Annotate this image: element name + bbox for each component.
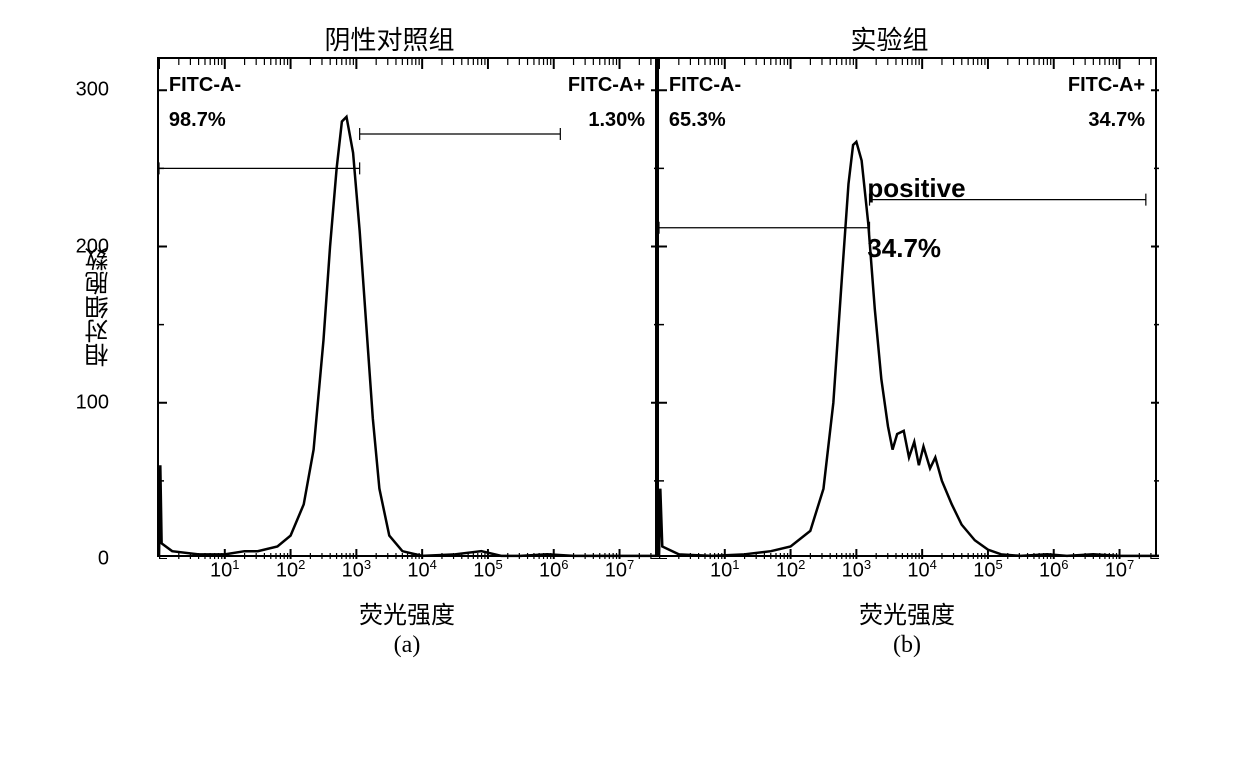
chart-annotation: FITC-A+ xyxy=(1068,74,1145,97)
x-tick-label: 102 xyxy=(776,557,805,583)
x-tick-label: 101 xyxy=(210,557,239,583)
y-axis-label: 相对细胞数 xyxy=(82,247,117,367)
x-tick-label: 103 xyxy=(342,557,371,583)
x-tick-label: 107 xyxy=(605,557,634,583)
chart-annotation: FITC-A+ xyxy=(568,74,645,97)
x-tick-label: 106 xyxy=(539,557,568,583)
ylabel-wrap: 相对细胞数 xyxy=(82,57,157,557)
y-tick-label: 200 xyxy=(76,235,109,258)
panel-b-plot: 101102103104105106107FITC-A-65.3%FITC-A+… xyxy=(657,57,1157,557)
x-tick-label: 106 xyxy=(1039,557,1068,583)
chart-svg xyxy=(659,59,1159,559)
x-tick-label: 107 xyxy=(1105,557,1134,583)
y-tick-label: 0 xyxy=(98,548,109,571)
x-tick-label: 104 xyxy=(907,557,936,583)
x-tick-label: 105 xyxy=(973,557,1002,583)
chart-annotation: FITC-A- xyxy=(669,74,741,97)
panel-b-sublabel: (b) xyxy=(893,632,921,659)
charts-row: 相对细胞数 0100200300101102103104105106107FIT… xyxy=(82,57,1157,659)
y-tick-label: 100 xyxy=(76,391,109,414)
x-tick-labels: 101 102 103 104 105 106 107 xyxy=(159,557,655,587)
figure-container: 阴性对照组 实验组 相对细胞数 010020030010110210310410… xyxy=(0,0,1239,679)
panel-pair: 阴性对照组 实验组 相对细胞数 010020030010110210310410… xyxy=(70,20,1170,659)
y-tick-label: 300 xyxy=(76,79,109,102)
x-tick-label: 105 xyxy=(473,557,502,583)
x-tick-label: 104 xyxy=(407,557,436,583)
chart-svg xyxy=(159,59,659,559)
histogram-curve xyxy=(659,142,1159,559)
chart-annotation: 34.7% xyxy=(867,233,941,264)
chart-annotation: FITC-A- xyxy=(169,74,241,97)
chart-annotation: 34.7% xyxy=(1088,109,1145,132)
chart-annotation: 65.3% xyxy=(669,109,726,132)
panel-b-xlabel: 荧光强度 xyxy=(859,595,955,630)
panel-b-title: 实验组 xyxy=(640,20,1140,57)
chart-annotation: positive xyxy=(867,173,965,204)
chart-annotation: 1.30% xyxy=(588,109,645,132)
chart-annotation: 98.7% xyxy=(169,109,226,132)
panel-a-xlabel: 荧光强度 xyxy=(359,595,455,630)
histogram-curve xyxy=(159,117,659,559)
x-tick-label: 101 xyxy=(710,557,739,583)
x-tick-label: 103 xyxy=(842,557,871,583)
panel-a-sublabel: (a) xyxy=(394,632,421,659)
panel-a: 0100200300101102103104105106107FITC-A-98… xyxy=(157,57,657,659)
x-tick-label: 102 xyxy=(276,557,305,583)
panel-b: 101 102 103 104 105 106 107 FITC-A- 65.3% FITC-A+… xyxy=(657,57,1157,659)
x-tick-labels: 101 102 103 104 105 106 107 xyxy=(659,557,1155,587)
panel-a-title: 阴性对照组 xyxy=(140,20,640,57)
titles-row: 阴性对照组 实验组 xyxy=(70,20,1170,57)
panel-a-plot: 0100200300101102103104105106107FITC-A-98… xyxy=(157,57,657,557)
